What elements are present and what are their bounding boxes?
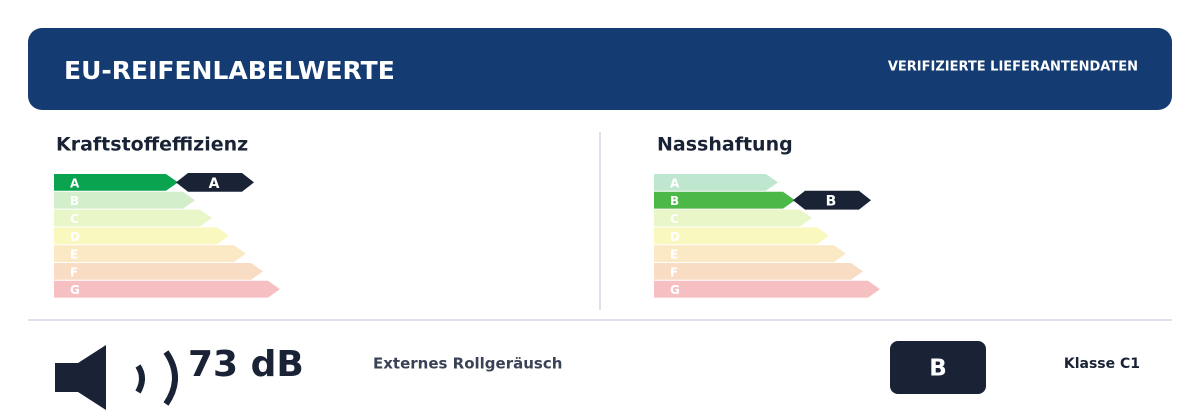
class-letter: C — [670, 212, 679, 226]
noise-label: Externes Rollgeräusch — [373, 355, 562, 373]
class-bar — [54, 280, 280, 298]
class-bar — [654, 191, 795, 209]
class-bar — [54, 191, 195, 209]
header-bar — [28, 28, 1172, 110]
class-bar — [654, 263, 863, 280]
class-letter: D — [70, 230, 80, 244]
rating-letter: B — [826, 194, 837, 210]
rating-letter: A — [209, 176, 220, 192]
class-letter: E — [670, 248, 678, 262]
class-bar — [654, 227, 829, 245]
class-letter: G — [670, 283, 680, 297]
noise-class: B — [929, 356, 947, 382]
noise-class-badge — [890, 341, 986, 394]
class-bar — [654, 245, 846, 262]
class-bar — [54, 209, 212, 227]
header-badge: VERIFIZIERTE LIEFERANTENDATEN — [888, 60, 1138, 75]
class-bar — [54, 227, 229, 245]
class-letter: B — [70, 194, 79, 208]
class-letter: D — [670, 230, 680, 244]
rating-marker — [793, 190, 871, 210]
noise-value: 73 dB — [188, 344, 304, 385]
class-letter: A — [670, 176, 680, 190]
rating-marker — [176, 173, 254, 192]
class-letter: E — [70, 248, 78, 262]
class-letter: F — [670, 265, 678, 279]
speaker-icon — [55, 345, 178, 410]
class-bar — [54, 245, 246, 262]
class-bar — [654, 280, 880, 298]
class-letter: A — [70, 176, 80, 190]
class-letter: B — [670, 194, 679, 208]
class-letter: G — [70, 283, 80, 297]
fuel-title: Kraftstoffeffizienz — [56, 134, 248, 156]
header-title: EU-REIFENLABELWERTE — [64, 56, 395, 85]
class-bar — [654, 209, 812, 227]
class-bar — [54, 263, 263, 280]
class-bar — [54, 174, 178, 191]
vehicle-class: Klasse C1 — [1064, 356, 1140, 372]
class-letter: F — [70, 265, 78, 279]
wet-title: Nasshaftung — [657, 134, 793, 156]
class-letter: C — [70, 212, 79, 226]
class-bar — [654, 174, 778, 191]
